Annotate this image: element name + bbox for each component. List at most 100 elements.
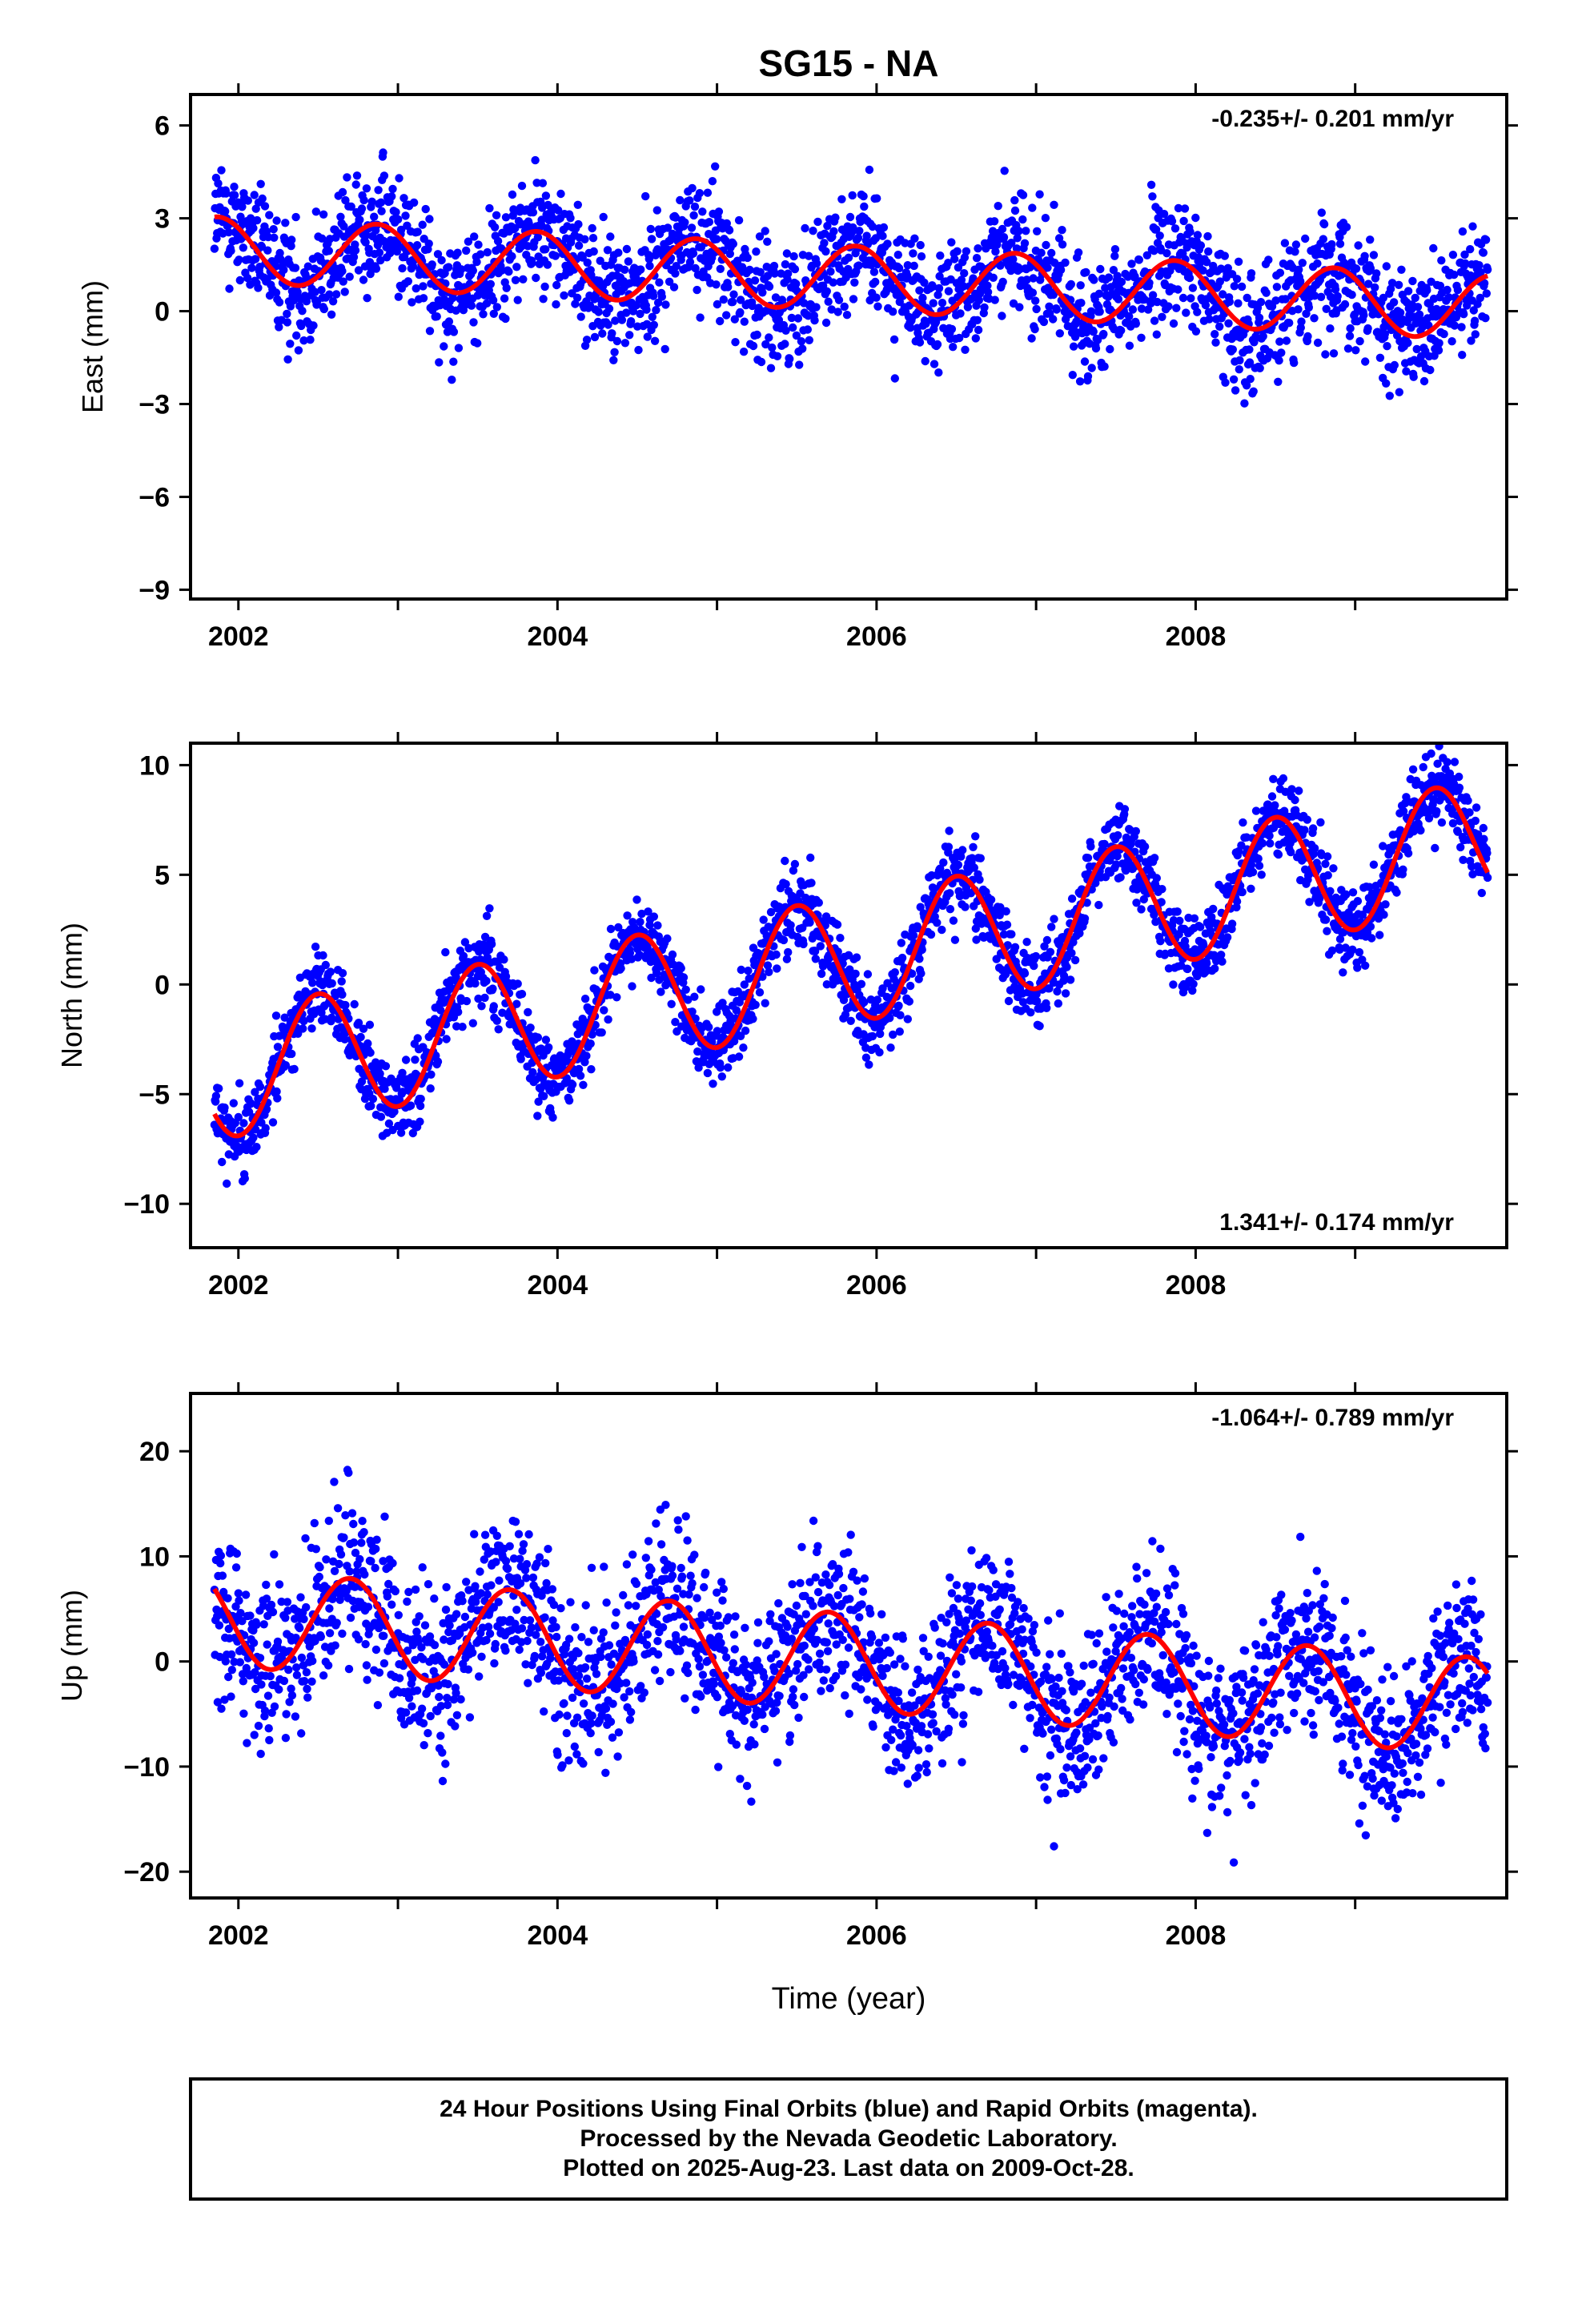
- data-point: [1326, 887, 1335, 896]
- data-point: [846, 1016, 855, 1026]
- data-point: [973, 316, 982, 324]
- data-point: [1203, 258, 1211, 267]
- data-point: [218, 1571, 227, 1580]
- data-point: [1408, 276, 1417, 286]
- data-point: [504, 267, 513, 276]
- data-point: [1310, 844, 1319, 853]
- data-point: [1042, 1003, 1051, 1013]
- data-point: [1204, 247, 1213, 256]
- data-point: [996, 261, 1005, 270]
- data-point: [1053, 987, 1062, 996]
- data-point: [606, 924, 616, 934]
- data-point: [1479, 248, 1488, 257]
- data-point: [1203, 231, 1212, 241]
- data-point: [1000, 167, 1009, 175]
- data-point: [1277, 348, 1286, 357]
- data-point: [729, 239, 737, 248]
- data-point: [661, 300, 670, 309]
- data-point: [624, 257, 633, 266]
- data-point: [1153, 297, 1162, 307]
- data-point: [1030, 961, 1038, 971]
- data-point: [1047, 248, 1056, 258]
- data-point: [1046, 947, 1055, 957]
- data-point: [617, 316, 627, 324]
- data-point: [254, 283, 263, 292]
- data-point: [1246, 375, 1255, 384]
- data-point: [883, 239, 892, 248]
- data-point: [339, 277, 347, 286]
- data-point: [1193, 231, 1203, 239]
- data-point: [604, 320, 612, 329]
- data-point: [1014, 227, 1023, 235]
- data-point: [709, 1080, 717, 1088]
- data-point: [1264, 255, 1273, 264]
- data-point: [1225, 297, 1235, 306]
- data-point: [894, 1001, 903, 1011]
- data-point: [976, 854, 986, 862]
- data-point: [359, 1024, 368, 1033]
- data-point: [789, 866, 798, 875]
- data-point: [1113, 851, 1122, 861]
- data-point: [574, 241, 584, 250]
- data-point: [480, 993, 489, 1003]
- data-point: [671, 213, 681, 222]
- data-point: [612, 336, 622, 346]
- data-point: [1080, 914, 1090, 923]
- data-point: [352, 171, 362, 180]
- data-point: [556, 189, 565, 199]
- data-point: [1402, 367, 1411, 376]
- x-tick-label: 2002: [208, 621, 269, 652]
- data-point: [1465, 808, 1474, 817]
- data-point: [668, 229, 677, 239]
- data-point: [1444, 293, 1453, 302]
- data-point: [820, 239, 829, 247]
- y-tick-label: 0: [155, 297, 170, 328]
- data-point: [734, 215, 744, 225]
- data-point: [694, 1063, 703, 1072]
- data-point: [1183, 964, 1192, 974]
- data-point: [1375, 353, 1385, 362]
- data-point: [915, 338, 925, 347]
- data-point: [1142, 251, 1152, 259]
- y-tick-label: −5: [139, 1080, 170, 1110]
- data-point: [894, 263, 904, 273]
- data-point: [1256, 298, 1266, 307]
- data-point: [1431, 843, 1439, 853]
- data-point: [934, 283, 944, 293]
- data-point: [663, 934, 672, 943]
- data-point: [813, 217, 822, 227]
- data-point: [1150, 247, 1158, 255]
- data-point: [1383, 342, 1391, 351]
- data-point: [573, 200, 582, 209]
- data-point: [362, 184, 371, 193]
- data-point: [1345, 332, 1355, 340]
- data-point: [1456, 842, 1465, 852]
- data-point: [1018, 191, 1028, 199]
- data-point: [1346, 324, 1355, 333]
- data-point: [440, 342, 448, 351]
- data-point: [224, 1672, 233, 1682]
- data-point: [687, 223, 697, 232]
- data-point: [1158, 885, 1166, 894]
- data-point: [1371, 283, 1379, 292]
- data-point: [517, 181, 527, 191]
- data-point: [713, 235, 721, 243]
- data-point: [949, 916, 958, 925]
- data-point: [1041, 214, 1050, 223]
- data-point: [492, 1016, 501, 1025]
- data-point: [1125, 312, 1134, 321]
- data-point: [1058, 240, 1067, 249]
- data-point: [902, 271, 912, 280]
- data-point: [711, 162, 720, 171]
- data-point: [235, 275, 244, 285]
- data-point: [275, 298, 284, 307]
- data-point: [1359, 311, 1368, 320]
- data-point: [263, 246, 272, 255]
- data-point: [413, 227, 422, 236]
- data-point: [532, 273, 540, 283]
- data-point: [283, 355, 292, 364]
- data-point: [448, 376, 456, 384]
- data-point: [586, 1039, 595, 1048]
- data-point: [1382, 262, 1391, 271]
- data-point: [753, 330, 761, 340]
